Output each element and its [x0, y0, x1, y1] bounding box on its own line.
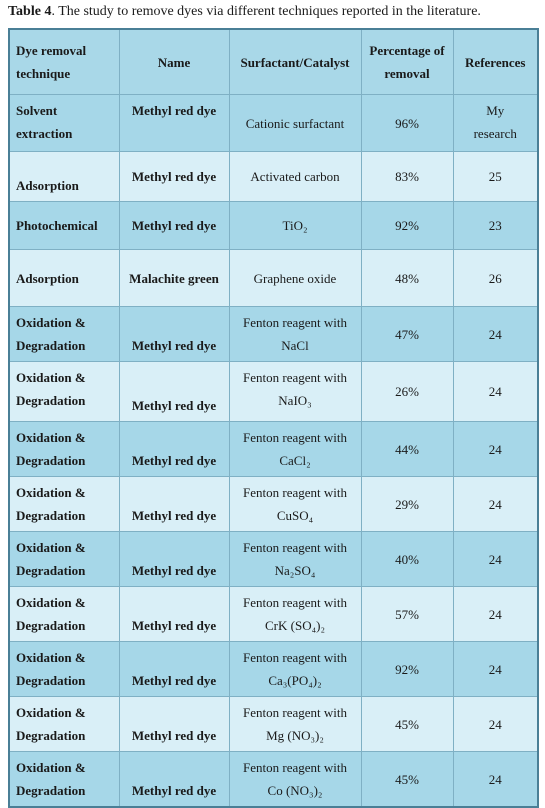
table-cell: Adsorption	[8, 151, 120, 202]
table-cell: 24	[452, 641, 539, 697]
table-cell: 24	[452, 586, 539, 642]
header-row: Dye removal technique Name Surfactant/Cata…	[8, 28, 539, 95]
table-row: Oxidation & Degradation Methyl red dye Fen…	[8, 531, 539, 587]
header-cell: Surfactant/Catalyst	[228, 28, 362, 95]
table-cell: 48%	[360, 249, 454, 307]
table-cell: Fenton reagent with CaCl₂	[228, 421, 362, 477]
table-cell: 40%	[360, 531, 454, 587]
table-cell: 44%	[360, 421, 454, 477]
table-cell: 24	[452, 476, 539, 532]
header-cell: Percentage of removal	[360, 28, 454, 95]
table-cell: Fenton reagent with CuSO₄	[228, 476, 362, 532]
table-cell: Oxidation & Degradation	[8, 421, 120, 477]
table-cell: Fenton reagent with Mg (NO₃)₂	[228, 696, 362, 752]
table-cell: Methyl red dye	[118, 696, 230, 752]
table-cell: 29%	[360, 476, 454, 532]
table-cell: Fenton reagent with NaCl	[228, 306, 362, 362]
table-cell: 92%	[360, 201, 454, 250]
table-cell: My research	[452, 94, 539, 152]
caption-label: Table 4	[8, 4, 52, 19]
table-row: Oxidation & Degradation Methyl red dye Fen…	[8, 586, 539, 642]
table-cell: Fenton reagent with Na₂SO₄	[228, 531, 362, 587]
table-cell: 23	[452, 201, 539, 250]
table-cell: Oxidation & Degradation	[8, 586, 120, 642]
header-cell: References	[452, 28, 539, 95]
table-cell: Oxidation & Degradation	[8, 751, 120, 808]
table-caption: Table 4. The study to remove dyes via di…	[8, 4, 538, 20]
table-cell: Methyl red dye	[118, 94, 230, 152]
data-table: Dye removal technique Name Surfactant/Cata…	[8, 28, 539, 808]
table-cell: 24	[452, 751, 539, 808]
header-cell: Dye removal technique	[8, 28, 120, 95]
table-cell: TiO₂	[228, 201, 362, 250]
table-cell: 47%	[360, 306, 454, 362]
table-cell: Solvent extraction	[8, 94, 120, 152]
table-cell: Fenton reagent with Ca₃(PO₄)₂	[228, 641, 362, 697]
table-cell: Oxidation & Degradation	[8, 306, 120, 362]
table-row: Oxidation & Degradation Methyl red dye Fen…	[8, 751, 539, 808]
table-cell: Methyl red dye	[118, 306, 230, 362]
table-cell: Fenton reagent with Co (NO₃)₂	[228, 751, 362, 808]
table-cell: Oxidation & Degradation	[8, 641, 120, 697]
table-cell: Methyl red dye	[118, 361, 230, 422]
table-cell: Adsorption	[8, 249, 120, 307]
table-cell: Oxidation & Degradation	[8, 531, 120, 587]
table-cell: Oxidation & Degradation	[8, 361, 120, 422]
table-cell: Fenton reagent with NaIO₃	[228, 361, 362, 422]
table-cell: 92%	[360, 641, 454, 697]
table-row: Oxidation & Degradation Methyl red dye Fen…	[8, 476, 539, 532]
table-cell: 24	[452, 531, 539, 587]
table-row: Photochemical Methyl red dye TiO₂ 92% 23	[8, 201, 539, 250]
table-cell: Methyl red dye	[118, 151, 230, 202]
table-cell: 26	[452, 249, 539, 307]
table-cell: Graphene oxide	[228, 249, 362, 307]
table-cell: Methyl red dye	[118, 531, 230, 587]
table-cell: 57%	[360, 586, 454, 642]
table-cell: Photochemical	[8, 201, 120, 250]
table-row: Oxidation & Degradation Methyl red dye Fen…	[8, 306, 539, 362]
table-cell: Fenton reagent with CrK (SO₄)₂	[228, 586, 362, 642]
table-cell: Activated carbon	[228, 151, 362, 202]
table-row: Oxidation & Degradation Methyl red dye Fen…	[8, 696, 539, 752]
table-row: Adsorption Methyl red dye Activated carbon…	[8, 151, 539, 202]
table-cell: 25	[452, 151, 539, 202]
table-cell: Malachite green	[118, 249, 230, 307]
table-cell: Methyl red dye	[118, 476, 230, 532]
table-cell: Methyl red dye	[118, 421, 230, 477]
table-cell: 26%	[360, 361, 454, 422]
page: {"caption": {"label": "Table 4", "text":…	[8, 4, 539, 808]
table-row: Oxidation & Degradation Methyl red dye Fen…	[8, 641, 539, 697]
table-cell: 24	[452, 361, 539, 422]
table-cell: 24	[452, 696, 539, 752]
table-cell: 24	[452, 306, 539, 362]
table-cell: 83%	[360, 151, 454, 202]
table-cell: 45%	[360, 696, 454, 752]
header-cell: Name	[118, 28, 230, 95]
table-cell: 45%	[360, 751, 454, 808]
table-cell: Methyl red dye	[118, 586, 230, 642]
table-cell: Methyl red dye	[118, 751, 230, 808]
caption-text: . The study to remove dyes via different…	[51, 4, 481, 19]
table-cell: Oxidation & Degradation	[8, 696, 120, 752]
table-row: Oxidation & Degradation Methyl red dye Fen…	[8, 361, 539, 422]
table-row: Solvent extraction Methyl red dye Cationic…	[8, 94, 539, 152]
table-row: Adsorption Malachite green Graphene oxide 4…	[8, 249, 539, 307]
table-cell: Oxidation & Degradation	[8, 476, 120, 532]
table-cell: Methyl red dye	[118, 641, 230, 697]
table-cell: 24	[452, 421, 539, 477]
table-cell: Methyl red dye	[118, 201, 230, 250]
table-row: Oxidation & Degradation Methyl red dye Fen…	[8, 421, 539, 477]
table-cell: Cationic surfactant	[228, 94, 362, 152]
table-cell: 96%	[360, 94, 454, 152]
